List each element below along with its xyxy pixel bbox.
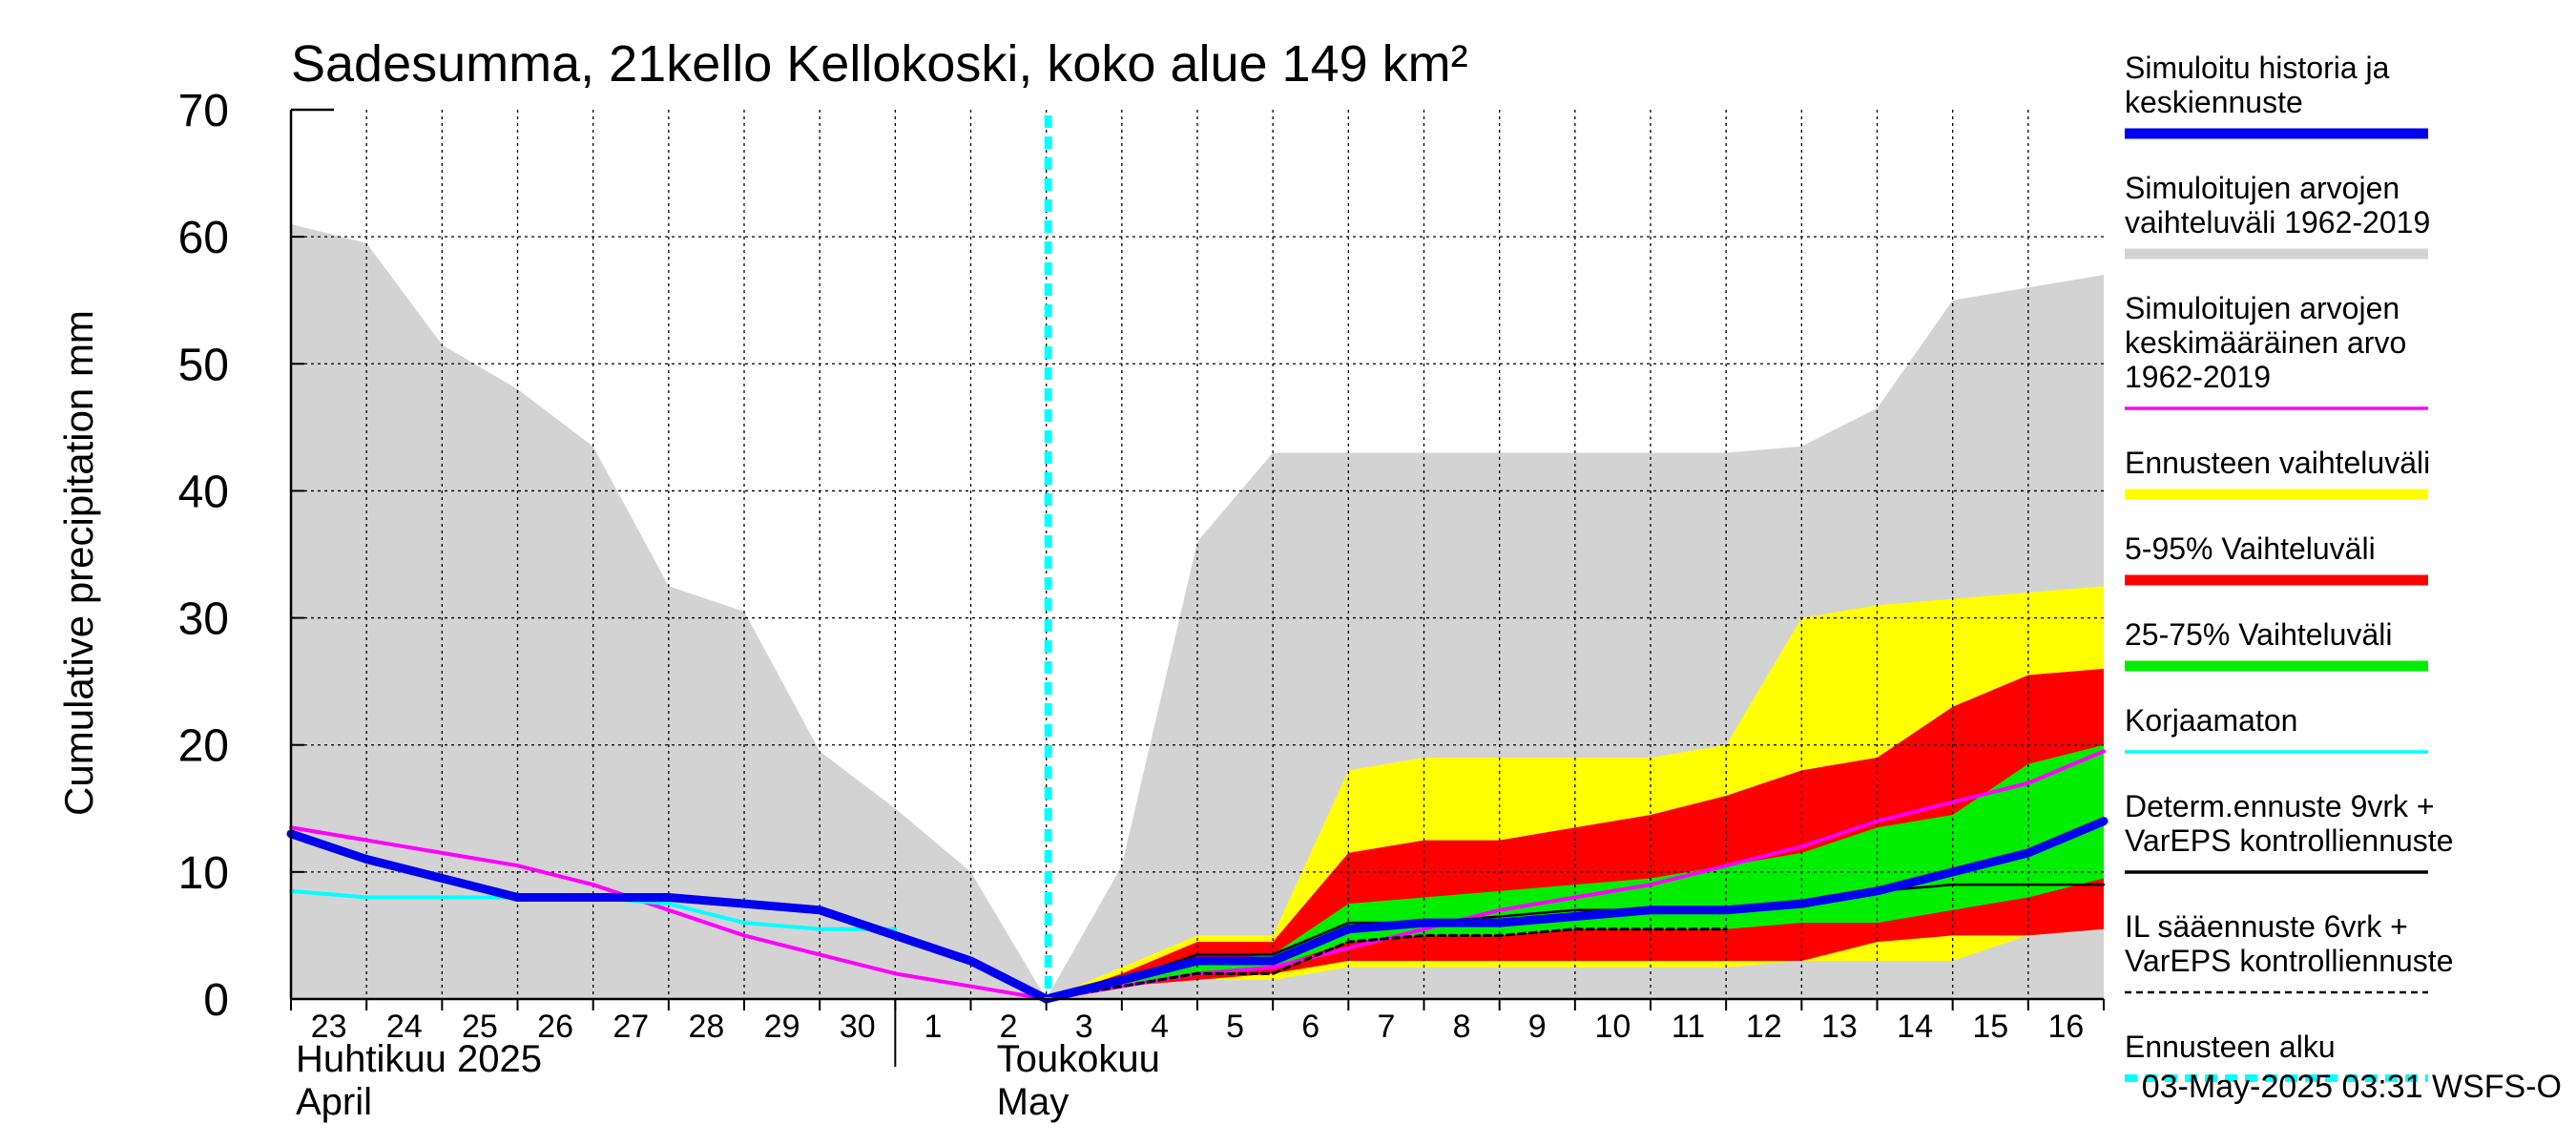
legend-label: keskiennuste: [2125, 85, 2303, 119]
legend-label: Simuloitujen arvojen: [2125, 171, 2399, 205]
y-tick-label: 30: [178, 594, 229, 645]
y-tick-label: 10: [178, 848, 229, 899]
legend-label: Ennusteen alku: [2125, 1030, 2336, 1064]
x-tick-label: 15: [1972, 1009, 2008, 1045]
x-tick-label: 6: [1301, 1009, 1319, 1045]
legend-label: 25-75% Vaihteluväli: [2125, 617, 2392, 652]
x-tick-label: 24: [386, 1009, 423, 1045]
x-tick-label: 7: [1377, 1009, 1395, 1045]
y-tick-label: 60: [178, 213, 229, 263]
x-tick-label: 12: [1746, 1009, 1782, 1045]
y-tick-label: 0: [203, 975, 229, 1026]
y-axis-label: Cumulative precipitation mm: [56, 310, 101, 816]
legend-label: VarEPS kontrolliennuste: [2125, 823, 2453, 858]
x-tick-label: 28: [689, 1009, 725, 1045]
x-tick-label: 23: [311, 1009, 347, 1045]
legend-label: IL sääennuste 6vrk +: [2125, 909, 2408, 944]
legend-label: Determ.ennuste 9vrk +: [2125, 789, 2435, 823]
x-tick-label: 16: [2048, 1009, 2085, 1045]
month-label-en: April: [296, 1081, 372, 1123]
legend-label: 1962-2019: [2125, 360, 2271, 394]
legend-label: Korjaamaton: [2125, 703, 2297, 738]
legend-label: 5-95% Vaihteluväli: [2125, 531, 2376, 566]
x-tick-label: 29: [764, 1009, 800, 1045]
legend-label: Simuloitujen arvojen: [2125, 291, 2399, 325]
x-tick-label: 1: [924, 1009, 942, 1045]
x-tick-label: 27: [613, 1009, 649, 1045]
x-tick-label: 26: [537, 1009, 573, 1045]
x-tick-label: 2: [1000, 1009, 1018, 1045]
legend-label: Simuloitu historia ja: [2125, 51, 2390, 85]
x-tick-label: 13: [1821, 1009, 1858, 1045]
chart-title: Sadesumma, 21kello Kellokoski, koko alue…: [291, 35, 1468, 93]
month-label: Huhtikuu 2025: [296, 1038, 542, 1080]
x-tick-label: 10: [1595, 1009, 1631, 1045]
x-tick-label: 30: [840, 1009, 876, 1045]
timestamp-footer: 03-May-2025 03:31 WSFS-O: [2142, 1069, 2562, 1105]
percentile-25-75-band: [1046, 744, 2104, 999]
legend-label: Ennusteen vaihteluväli: [2125, 446, 2430, 480]
x-tick-label: 5: [1226, 1009, 1244, 1045]
y-tick-label: 40: [178, 467, 229, 517]
x-tick-label: 11: [1672, 1009, 1705, 1045]
x-tick-label: 3: [1075, 1009, 1093, 1045]
simulated-median-line: [286, 817, 2109, 1004]
legend-label: keskimääräinen arvo: [2125, 325, 2406, 360]
x-tick-label: 14: [1897, 1009, 1933, 1045]
y-tick-label: 20: [178, 721, 229, 772]
y-tick-label: 50: [178, 340, 229, 390]
month-label-en: May: [997, 1081, 1070, 1123]
y-tick-label: 70: [178, 86, 229, 136]
month-label: Toukokuu: [997, 1038, 1160, 1080]
legend-label: vaihteluväli 1962-2019: [2125, 205, 2430, 239]
il-forecast-line: [1045, 927, 1728, 1001]
x-tick-label: 9: [1528, 1009, 1547, 1045]
x-tick-label: 4: [1151, 1009, 1169, 1045]
deterministic-forecast-line: [1045, 883, 2106, 1001]
legend-label: VarEPS kontrolliennuste: [2125, 944, 2453, 978]
x-tick-label: 8: [1453, 1009, 1471, 1045]
x-tick-label: 25: [462, 1009, 498, 1045]
